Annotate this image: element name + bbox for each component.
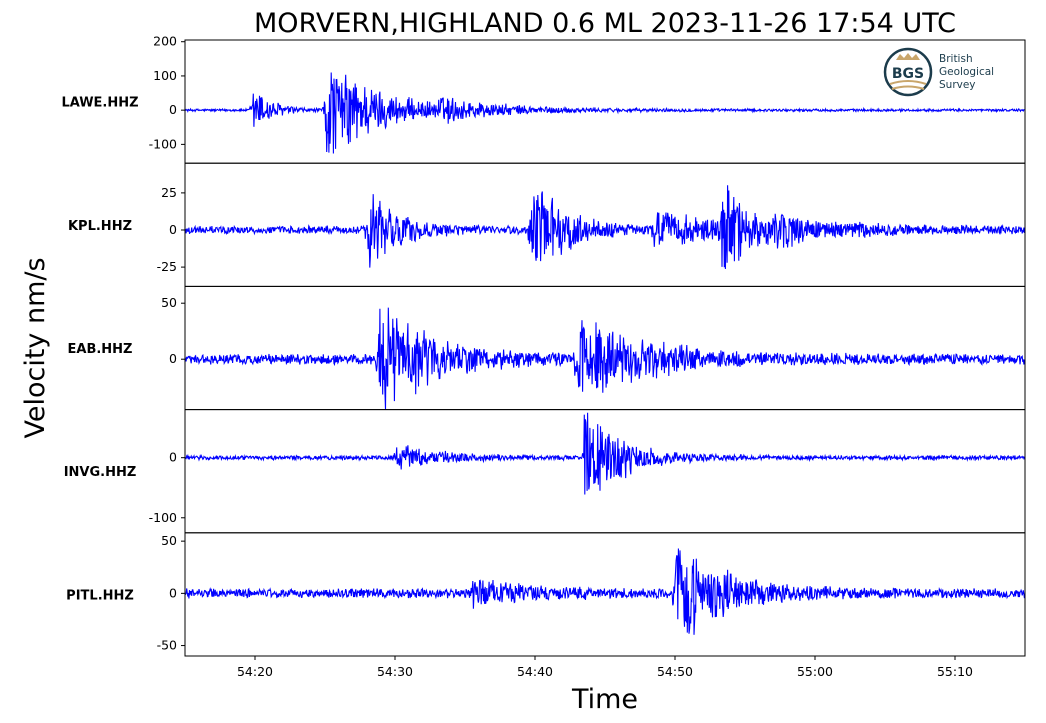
waveform-trace [184,307,1025,410]
logo-wave-1 [889,80,927,85]
logo-ring [883,47,933,97]
panel-pitl-hhz: 50 0 -50 PITL.HHZ [66,532,1026,657]
y-tick-label: 0 [169,450,177,465]
chart-title: MORVERN,HIGHLAND 0.6 ML 2023-11-26 17:54… [254,8,956,39]
crown-icon [896,53,920,60]
waveform-trace [184,548,1025,635]
x-tick-label: 54:40 [517,664,553,679]
panel-frame [184,162,1026,287]
waveform-trace [184,72,1025,154]
logo-line-2: Geological [939,66,994,78]
waveform-trace [184,412,1025,495]
x-tick-label: 54:30 [377,664,413,679]
y-tick-label: 0 [169,222,177,237]
station-label: PITL.HHZ [66,588,134,603]
x-tick-label: 54:50 [657,664,693,679]
waveform-trace [184,185,1025,270]
panel-invg-hhz: 0 -100 INVG.HHZ [64,409,1026,534]
panel-frame [184,532,1026,657]
panel-frame [184,285,1026,411]
y-axis-label: Velocity nm/s [20,257,51,438]
y-tick-label: 50 [161,533,177,548]
y-tick-label: 50 [161,295,177,310]
logo-line-1: British [939,53,973,65]
station-label: INVG.HHZ [64,465,137,480]
station-label: EAB.HHZ [68,342,133,357]
y-tick-label: 0 [169,351,177,366]
x-tick-label: 55:10 [937,664,973,679]
x-tick-label: 55:00 [797,664,833,679]
y-tick-label: 25 [161,185,177,200]
logo-line-3: Survey [939,79,976,91]
y-tick-label: 100 [153,68,177,83]
x-tick-label: 54:20 [237,664,273,679]
y-tick-label: 0 [169,585,177,600]
y-tick-label: -50 [157,638,177,653]
y-tick-label: 200 [153,34,177,49]
y-tick-label: 0 [169,102,177,117]
panel-eab-hhz: 50 0 EAB.HHZ [68,285,1026,411]
panel-frame [184,409,1026,534]
bgs-logo: BGS British Geological Survey [883,47,994,97]
logo-abbr: BGS [892,66,924,82]
panel-kpl-hhz: 25 0 -25 KPL.HHZ [68,162,1026,287]
y-tick-label: -25 [157,259,177,274]
x-axis-ticks: 54:20 54:30 54:40 54:50 55:00 55:10 [237,656,973,679]
x-axis-label: Time [571,684,638,715]
station-label: LAWE.HHZ [61,96,138,111]
panel-lawe-hhz: 200 100 0 -100 LAWE.HHZ [61,34,1026,164]
y-tick-label: -100 [149,510,177,525]
logo-wave-2 [891,85,925,90]
station-label: KPL.HHZ [68,219,132,234]
panels-group: 200 100 0 -100 LAWE.HHZ 25 0 -25 KPL.HHZ 50 0 EAB.H… [61,34,1026,657]
y-tick-label: -100 [149,136,177,151]
